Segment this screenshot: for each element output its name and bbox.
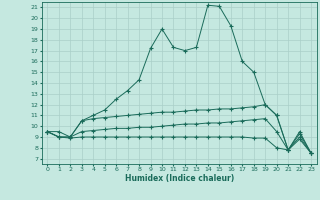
X-axis label: Humidex (Indice chaleur): Humidex (Indice chaleur): [124, 174, 234, 183]
